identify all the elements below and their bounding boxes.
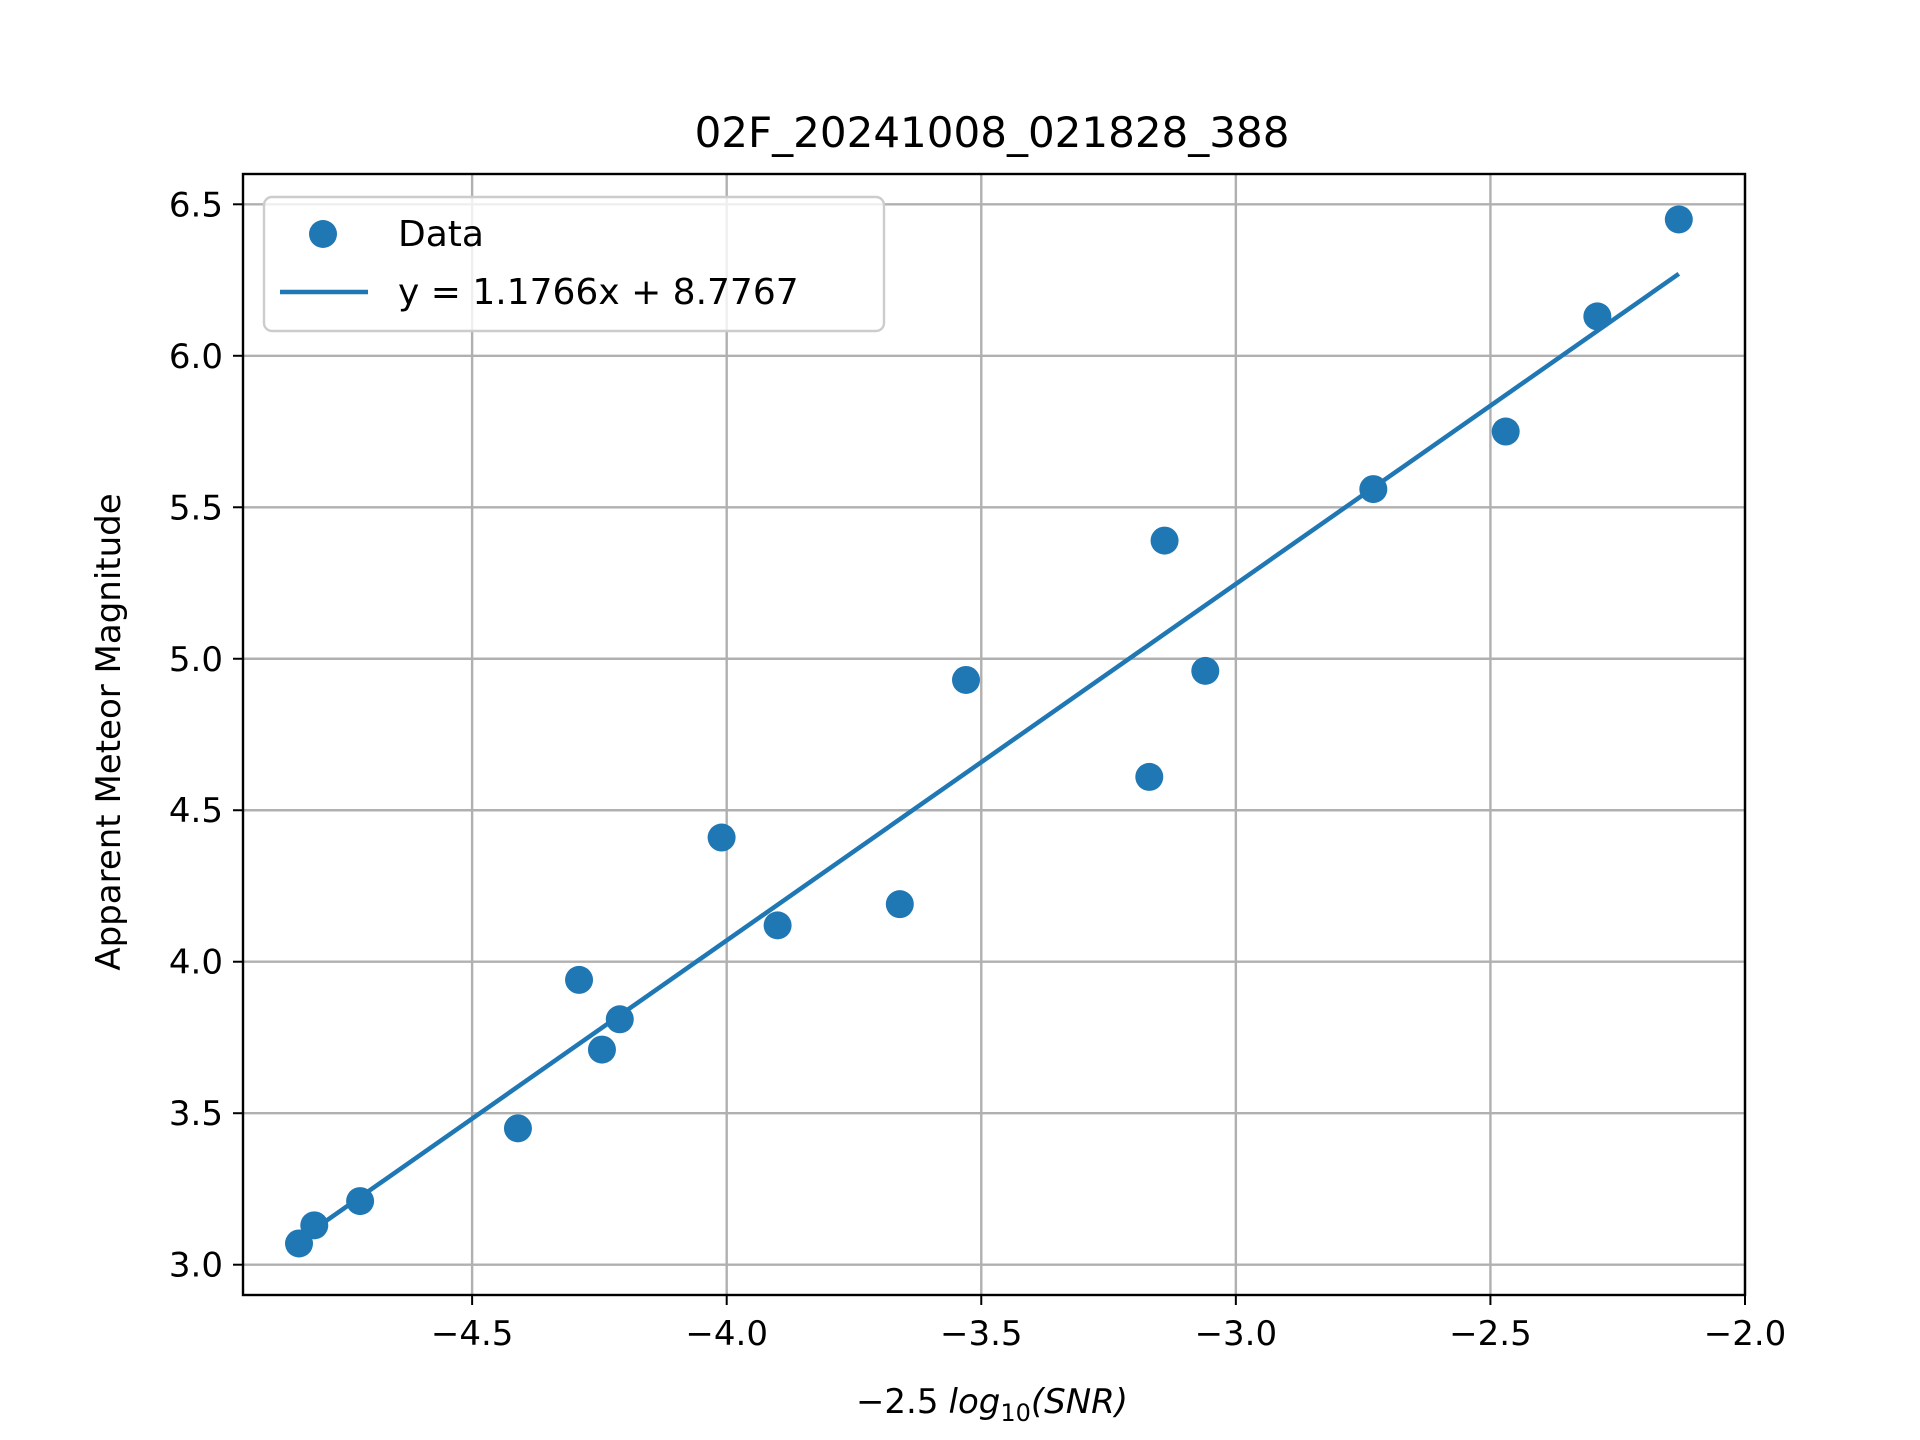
data-point [707, 823, 736, 852]
x-tick-label: −3.5 [940, 1314, 1023, 1354]
legend-label-fit-line: y = 1.1766x + 8.7767 [398, 272, 799, 313]
data-point [1664, 205, 1693, 234]
x-axis-title-func: log [949, 1382, 1001, 1422]
data-point [1359, 475, 1388, 504]
plot-area-frame [241, 172, 1747, 1297]
x-axis-title-prefix: −2.5 [856, 1382, 939, 1422]
grid [243, 174, 1747, 1295]
fit-line-layer [297, 271, 1681, 1242]
fit-line [297, 271, 1681, 1242]
x-axis-title-sub: 10 [1000, 1399, 1031, 1427]
y-tick-label: 5.0 [169, 640, 223, 680]
y-tick-label: 4.5 [169, 791, 223, 831]
data-point [346, 1187, 375, 1216]
data-point [885, 890, 914, 919]
legend-marker-data [309, 220, 337, 248]
data-points [285, 205, 1693, 1258]
x-tick-label: −2.5 [1449, 1314, 1532, 1354]
x-tick-label: −4.0 [685, 1314, 768, 1354]
y-tick-label: 3.0 [169, 1246, 223, 1286]
x-tick-label: −4.5 [431, 1314, 514, 1354]
data-point [1191, 656, 1220, 685]
data-point [565, 965, 594, 994]
data-point [300, 1211, 329, 1240]
data-point [951, 665, 980, 694]
data-point [1583, 302, 1612, 331]
legend: Data y = 1.1766x + 8.7767 [262, 195, 886, 333]
data-point [1135, 762, 1164, 791]
y-tick-label: 6.5 [169, 185, 223, 225]
x-tick-label: −3.0 [1195, 1314, 1278, 1354]
x-axis-title-arg: (SNR) [1031, 1382, 1128, 1422]
y-tick-label: 6.0 [169, 337, 223, 377]
legend-label-data: Data [398, 214, 484, 255]
data-point [763, 911, 792, 940]
legend-frame [262, 195, 886, 333]
data-point [503, 1114, 532, 1143]
chart-title: 02F_20241008_021828_388 [695, 108, 1290, 157]
axis-ticks: −4.5 −4.0 −3.5 −3.0 −2.5 −2.0 3.0 3.5 4.0 4.5 5.0 5… [169, 185, 1786, 1354]
x-axis-title: −2.5 log10(SNR) [856, 1382, 1128, 1427]
y-tick-label: 5.5 [169, 488, 223, 528]
data-point [605, 1005, 634, 1034]
data-point [587, 1035, 616, 1064]
x-tick-label: −2.0 [1704, 1314, 1787, 1354]
y-axis-title: Apparent Meteor Magnitude [89, 493, 129, 970]
y-tick-label: 4.0 [169, 943, 223, 983]
data-point [1150, 526, 1179, 555]
data-point [1491, 417, 1520, 446]
y-tick-label: 3.5 [169, 1094, 223, 1134]
